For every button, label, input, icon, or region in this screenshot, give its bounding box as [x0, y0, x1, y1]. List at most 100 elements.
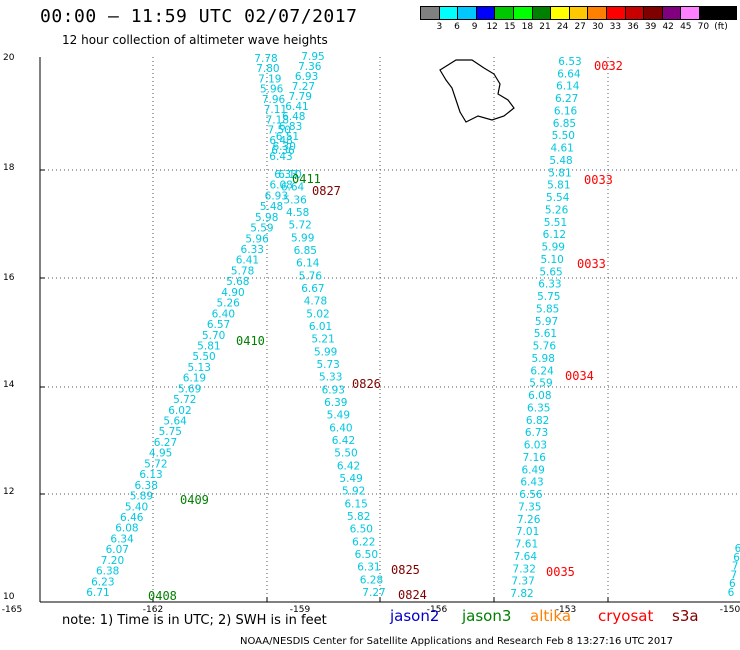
swh-value: 6.38	[135, 480, 158, 492]
swh-value: 5.68	[226, 276, 249, 288]
swh-value: 6.38	[96, 566, 119, 578]
swh-value: 5.48	[549, 155, 572, 167]
swh-value: 6.33	[241, 244, 264, 256]
swh-value: 6.10	[278, 169, 301, 181]
swh-value: 6.23	[91, 576, 114, 588]
map-title: 00:00 – 11:59 UTC 02/07/2017	[40, 6, 358, 27]
swh-value: 7.61	[515, 539, 538, 551]
swh-value: 7.32	[513, 563, 536, 575]
swh-value: 5.76	[299, 270, 323, 282]
swh-value: 6.93	[322, 384, 345, 396]
lon-label: -165	[2, 605, 22, 615]
swh-value: 6.82	[526, 415, 549, 427]
swh-value: 5.99	[542, 242, 565, 254]
time-label: 0411	[292, 172, 321, 186]
swh-value: 7.16	[523, 452, 547, 464]
swh-value: 7.19	[258, 73, 281, 85]
swh-value: 5.65	[539, 266, 562, 278]
swh-value: 6.08	[115, 523, 138, 535]
swh-value: 6.28	[360, 574, 383, 586]
legend-label: 36	[627, 22, 639, 32]
legend-label: (ft)	[714, 22, 728, 32]
swh-value: 5.85	[536, 303, 559, 315]
swh-value: 6.33	[274, 169, 297, 181]
swh-value: 6.14	[556, 81, 580, 93]
legend-label: 18	[521, 22, 534, 32]
swh-value: 5.02	[306, 308, 329, 320]
swh-value: 7.79	[289, 91, 312, 103]
swh-value: 6.42	[332, 435, 355, 447]
sat-jason3: jason3	[462, 607, 512, 625]
swh-value: 7.36	[298, 61, 322, 73]
sat-jason2: jason2	[390, 607, 440, 625]
swh-value: 6.48	[269, 135, 292, 147]
sat-altika: altika	[530, 607, 572, 625]
lon-label: -159	[290, 605, 311, 615]
swh-value: 6.57	[207, 319, 230, 331]
swh-value: 6.40	[212, 308, 235, 320]
swh-value: 7.50	[268, 125, 291, 137]
swh-value: 7.20	[101, 555, 124, 567]
swh-value: 6.49	[521, 464, 544, 476]
lat-label: 18	[3, 163, 15, 173]
legend-label: 12	[486, 22, 498, 32]
swh-value: 5.13	[188, 362, 211, 374]
swh-value: 5.96	[260, 84, 284, 96]
swh-value: 6.71	[86, 587, 109, 599]
swh-value: 6.64	[281, 182, 305, 194]
lat-label: 16	[3, 273, 15, 283]
swh-value: 5.99	[291, 232, 314, 244]
swh-value: 5.75	[537, 291, 560, 303]
swh-value: 6.30	[273, 141, 296, 153]
swh-value: 5.70	[202, 330, 225, 342]
swh-value: 6.93	[295, 71, 318, 83]
legend-label: 9	[471, 22, 478, 32]
swh-value: 6.36	[271, 145, 295, 157]
swh-value: 5.49	[327, 410, 350, 422]
swh-value: 6.51	[276, 131, 299, 143]
legend-label: 6	[454, 22, 460, 32]
swh-value: 6.15	[344, 498, 367, 510]
swh-value: 5.59	[250, 223, 273, 235]
swh-value: 7.64	[514, 551, 538, 563]
swh-value: 6.67	[301, 283, 324, 295]
swh-value: 6.50	[350, 524, 373, 536]
swh-value: 5.69	[178, 383, 201, 395]
swh-value: 6.64	[557, 68, 581, 80]
swh-value: 5.49	[339, 473, 362, 485]
legend-label: 45	[680, 22, 692, 32]
time-label: 0408	[148, 589, 177, 603]
swh-value: 6	[729, 578, 736, 590]
swh-value: 6.85	[553, 118, 576, 130]
legend-label: 70	[697, 22, 710, 32]
time-label: 0034	[565, 369, 594, 383]
time-label: 0409	[180, 493, 209, 507]
swh-value: 5.72	[144, 458, 167, 470]
swh-value: 7	[730, 569, 737, 581]
time-label: 0824	[398, 588, 427, 602]
time-label: 0825	[391, 563, 420, 577]
swh-value: 5.81	[197, 340, 220, 352]
swh-value: 6.73	[525, 427, 548, 439]
swh-value: 5.40	[125, 501, 148, 513]
swh-value: 6.27	[154, 437, 177, 449]
swh-value: 6.01	[309, 321, 332, 333]
legend-label: 33	[609, 22, 622, 32]
swh-value: 7.78	[254, 53, 277, 65]
swh-value: 6.39	[324, 397, 347, 409]
swh-value: 6.41	[236, 255, 259, 267]
legend-label: 3	[436, 22, 443, 32]
swh-value: 5.98	[532, 353, 555, 365]
swh-value: 5.61	[534, 328, 557, 340]
swh-value: 5.72	[288, 220, 311, 232]
swh-value: 5.64	[163, 416, 187, 428]
swh-value: 7.26	[517, 514, 541, 526]
swh-value: 5.50	[192, 351, 215, 363]
swh-value: 6.13	[139, 469, 162, 481]
lat-label: 14	[3, 380, 15, 390]
swh-value: 6.50	[355, 549, 378, 561]
time-label: 0033	[577, 257, 606, 271]
swh-value: 4.58	[286, 207, 309, 219]
swh-value: 5.21	[311, 334, 334, 346]
